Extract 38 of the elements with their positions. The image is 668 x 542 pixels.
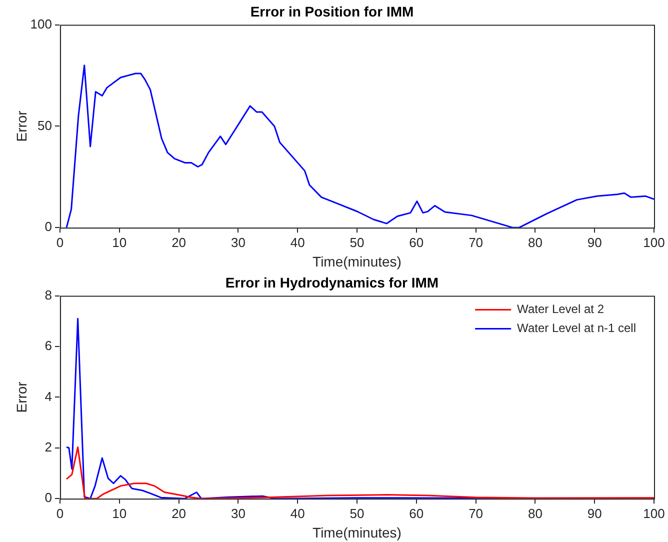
y-tick-label: 2 — [44, 439, 52, 454]
y-tick-label: 0 — [44, 490, 52, 506]
y-tick-label: 4 — [44, 388, 52, 404]
x-tick-label: 100 — [643, 234, 665, 250]
x-tick-label: 50 — [350, 506, 364, 521]
x-tick-label: 0 — [56, 234, 64, 250]
x-tick-label: 40 — [290, 234, 305, 250]
x-tick-label: 20 — [172, 234, 186, 250]
x-tick-label: 30 — [230, 506, 246, 521]
x-tick-label: 10 — [112, 506, 127, 521]
y-tick-label: 8 — [44, 287, 52, 302]
x-tick-label: 60 — [409, 234, 424, 250]
chart-title: Error in Hydrodynamics for IMM — [225, 274, 439, 290]
x-tick-label: 60 — [409, 506, 424, 521]
chart-title: Error in Position for IMM — [250, 3, 414, 20]
x-tick-label: 40 — [290, 506, 305, 521]
x-tick-label: 90 — [587, 234, 602, 250]
x-tick-label: 30 — [230, 234, 246, 250]
legend-label: Water Level at n-1 cell — [517, 321, 636, 336]
x-tick-label: 20 — [172, 506, 186, 521]
x-tick-label: 70 — [468, 506, 484, 521]
x-tick-label: 90 — [587, 506, 602, 521]
y-tick-label: 100 — [30, 16, 52, 32]
x-tick-label: 10 — [112, 234, 127, 250]
x-axis-title: Time(minutes) — [312, 524, 402, 540]
x-tick-label: 80 — [528, 506, 542, 521]
y-tick-label: 0 — [44, 219, 52, 234]
y-tick-label: 50 — [38, 118, 52, 133]
y-axis-title: Error — [13, 110, 30, 142]
x-tick-label: 70 — [468, 234, 484, 250]
legend-label: Water Level at 2 — [517, 302, 604, 316]
x-tick-label: 0 — [56, 506, 64, 521]
x-tick-label: 80 — [528, 234, 542, 250]
x-axis-title: Time(minutes) — [312, 253, 402, 270]
x-tick-label: 100 — [643, 506, 665, 521]
y-axis-title: Error — [13, 381, 30, 413]
y-tick-label: 6 — [44, 338, 52, 354]
x-tick-label: 50 — [350, 234, 364, 250]
